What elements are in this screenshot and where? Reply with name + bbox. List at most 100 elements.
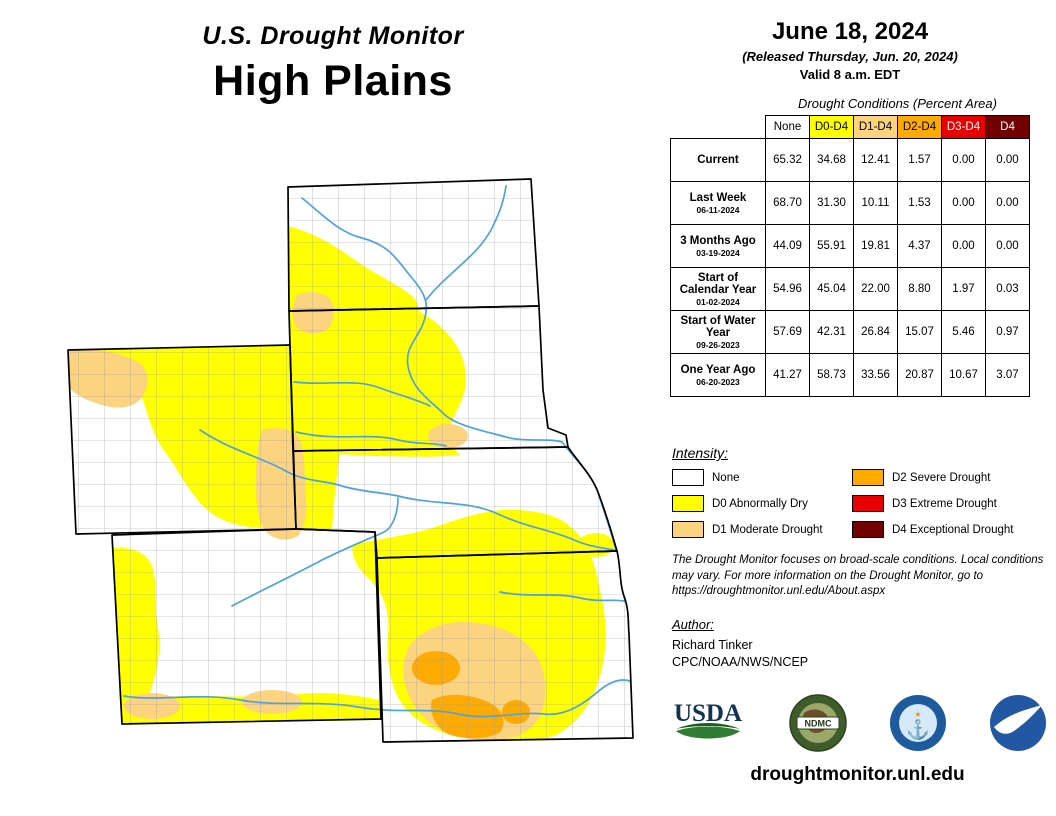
- table-row-last-week: Last Week 06-11-2024 68.70 31.30 10.11 1.…: [670, 181, 1030, 225]
- row-label: Start of Calendar Year 01-02-2024: [670, 267, 766, 311]
- table-row-start-calendar-year: Start of Calendar Year 01-02-2024 54.96 4…: [670, 267, 1030, 311]
- high-plains-drought-map: [67, 178, 634, 743]
- row-label: Start of Water Year 09-26-2023: [670, 310, 766, 354]
- legend-item-none: None: [672, 469, 823, 486]
- right-column: June 18, 2024 (Released Thursday, Jun. 2…: [670, 18, 1030, 397]
- col-header-d3-d4: D3-D4: [941, 115, 986, 139]
- svg-text:NDMC: NDMC: [805, 719, 832, 729]
- title-block: U.S. Drought Monitor High Plains: [93, 22, 573, 106]
- table-cell: 33.56: [853, 353, 898, 397]
- table-cell: 12.41: [853, 138, 898, 182]
- footer-url: droughtmonitor.unl.edu: [750, 764, 965, 785]
- table-cell: 0.00: [985, 138, 1030, 182]
- commerce-seal-logo: ★ ⚓: [890, 695, 946, 751]
- table-cell: 1.53: [897, 181, 942, 225]
- table-cell: 68.70: [765, 181, 810, 225]
- table-cell: 0.00: [941, 181, 986, 225]
- table-row-3-months-ago: 3 Months Ago 03-19-2024 44.09 55.91 19.81…: [670, 224, 1030, 268]
- d4-swatch: [852, 521, 884, 538]
- table-cell: 8.80: [897, 267, 942, 311]
- table-cell: 45.04: [809, 267, 854, 311]
- legend-item-d4: D4 Exceptional Drought: [852, 521, 1013, 538]
- ndmc-logo: NDMC: [789, 694, 847, 752]
- svg-text:USDA: USDA: [674, 700, 742, 727]
- legend-item-d2: D2 Severe Drought: [852, 469, 1013, 486]
- author-block: Author: Richard Tinker CPC/NOAA/NWS/NCEP: [672, 617, 808, 669]
- svg-text:⚓: ⚓: [906, 718, 930, 741]
- table-row-current: Current 65.32 34.68 12.41 1.57 0.00 0.00: [670, 138, 1030, 182]
- col-header-d1-d4: D1-D4: [853, 115, 898, 139]
- county-boundaries: [68, 179, 633, 742]
- agency-logos: USDA NDMC ★ ⚓: [668, 693, 1048, 753]
- d3-swatch: [852, 495, 884, 512]
- table-row-start-water-year: Start of Water Year 09-26-2023 57.69 42.3…: [670, 310, 1030, 354]
- row-label: 3 Months Ago 03-19-2024: [670, 224, 766, 268]
- col-header-d0-d4: D0-D4: [809, 115, 854, 139]
- table-cell: 22.00: [853, 267, 898, 311]
- valid-time: Valid 8 a.m. EDT: [799, 67, 901, 82]
- table-cell: 58.73: [809, 353, 854, 397]
- region-title: High Plains: [213, 57, 453, 105]
- table-cell: 1.97: [941, 267, 986, 311]
- table-cell: 1.57: [897, 138, 942, 182]
- table-cell: 34.68: [809, 138, 854, 182]
- usda-logo: USDA: [674, 700, 742, 739]
- table-cell: 19.81: [853, 224, 898, 268]
- table-cell: 42.31: [809, 310, 854, 354]
- row-label: One Year Ago 06-20-2023: [670, 353, 766, 397]
- table-caption: Drought Conditions (Percent Area): [798, 96, 997, 111]
- legend-heading: Intensity:: [672, 445, 729, 461]
- d2-swatch: [852, 469, 884, 486]
- table-cell: 54.96: [765, 267, 810, 311]
- table-cell: 4.37: [897, 224, 942, 268]
- table-cell: 5.46: [941, 310, 986, 354]
- legend-item-d1: D1 Moderate Drought: [672, 521, 823, 538]
- table-cell: 0.00: [941, 224, 986, 268]
- table-cell: 15.07: [897, 310, 942, 354]
- disclaimer-text: The Drought Monitor focuses on broad-sca…: [672, 554, 1044, 598]
- table-cell: 20.87: [897, 353, 942, 397]
- date-block: June 18, 2024 (Released Thursday, Jun. 2…: [670, 18, 1030, 82]
- author-heading: Author:: [672, 617, 714, 632]
- table-cell: 26.84: [853, 310, 898, 354]
- table-cell: 10.67: [941, 353, 986, 397]
- report-title: U.S. Drought Monitor: [202, 22, 464, 50]
- table-cell: 41.27: [765, 353, 810, 397]
- table-cell: 3.07: [985, 353, 1030, 397]
- state-borders: [67, 178, 634, 743]
- noaa-logo: [990, 695, 1046, 751]
- row-label: Current: [670, 138, 766, 182]
- none-swatch: [672, 469, 704, 486]
- legend-item-d3: D3 Extreme Drought: [852, 495, 1013, 512]
- table-cell: 31.30: [809, 181, 854, 225]
- intensity-legend: Intensity: None D0 Abnormally Dry D1 Mod…: [672, 445, 1052, 559]
- drought-conditions-table: None D0-D4 D1-D4 D2-D4 D3-D4 D4 Current …: [670, 115, 1030, 397]
- map-date: June 18, 2024: [771, 18, 929, 45]
- colorado-border: [111, 528, 382, 725]
- table-cell: 0.97: [985, 310, 1030, 354]
- table-header-row: None D0-D4 D1-D4 D2-D4 D3-D4 D4: [670, 115, 1030, 139]
- author-name: Richard Tinker: [672, 638, 753, 652]
- kansas-border: [376, 550, 634, 743]
- table-cell: 0.00: [941, 138, 986, 182]
- col-header-none: None: [765, 115, 810, 139]
- col-header-d4: D4: [985, 115, 1030, 139]
- table-corner-cell: [670, 115, 766, 139]
- release-date: (Released Thursday, Jun. 20, 2024): [742, 49, 958, 64]
- col-header-d2-d4: D2-D4: [897, 115, 942, 139]
- table-cell: 0.00: [985, 224, 1030, 268]
- table-cell: 10.11: [853, 181, 898, 225]
- table-cell: 44.09: [765, 224, 810, 268]
- author-organization: CPC/NOAA/NWS/NCEP: [672, 655, 809, 669]
- row-label: Last Week 06-11-2024: [670, 181, 766, 225]
- d1-swatch: [672, 521, 704, 538]
- table-cell: 57.69: [765, 310, 810, 354]
- table-row-one-year-ago: One Year Ago 06-20-2023 41.27 58.73 33.56…: [670, 353, 1030, 397]
- table-cell: 65.32: [765, 138, 810, 182]
- table-cell: 0.03: [985, 267, 1030, 311]
- table-cell: 55.91: [809, 224, 854, 268]
- legend-item-d0: D0 Abnormally Dry: [672, 495, 823, 512]
- table-cell: 0.00: [985, 181, 1030, 225]
- d0-swatch: [672, 495, 704, 512]
